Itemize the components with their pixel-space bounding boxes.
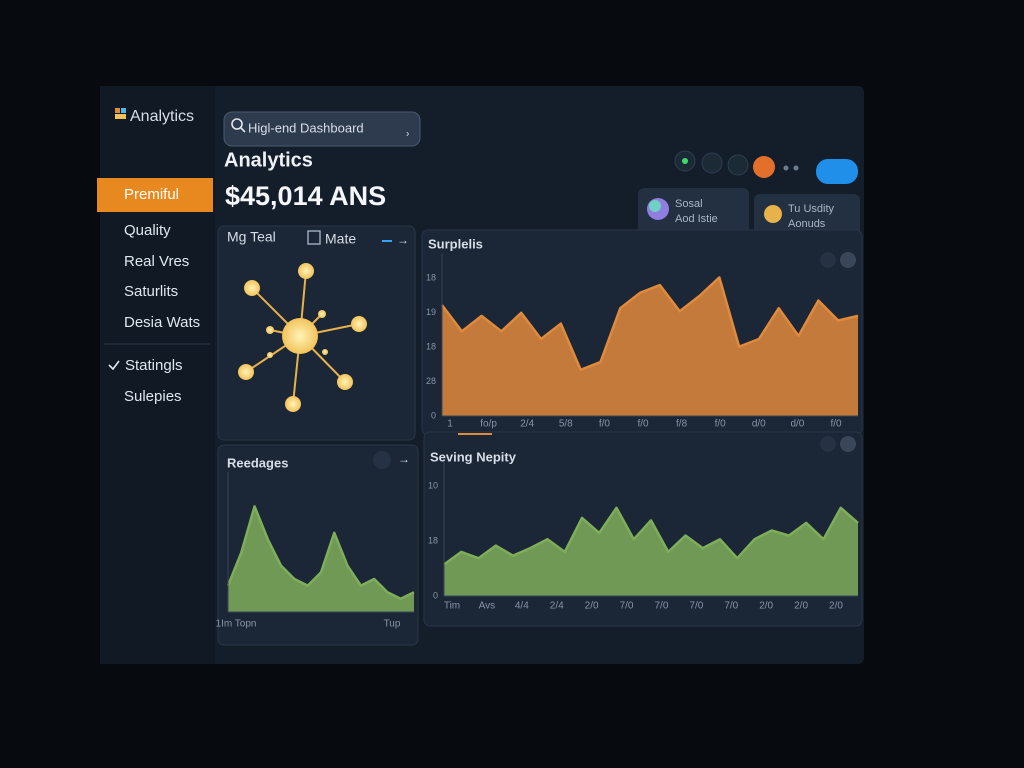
nav-item[interactable]: Real Vres — [124, 253, 189, 270]
y-tick-label: 0 — [431, 410, 436, 420]
x-tick-label: d/0 — [790, 419, 804, 430]
x-tick-label: 7/0 — [620, 601, 634, 612]
chart-title: Reedages — [227, 455, 288, 470]
amount: $45,014 ANS — [225, 181, 386, 211]
icon[interactable] — [727, 154, 749, 176]
x-tick-label: 2/0 — [794, 601, 808, 612]
x-tick-label: 7/0 — [689, 601, 703, 612]
arrow: → — [397, 233, 409, 247]
x-tick-label: 1Im Topn — [216, 619, 257, 630]
card[interactable] — [638, 188, 749, 233]
line — [443, 506, 859, 566]
icon[interactable] — [820, 252, 836, 268]
y-tick-label: 18 — [426, 341, 436, 351]
search-box[interactable] — [223, 111, 421, 147]
logo — [121, 108, 126, 113]
icon[interactable] — [373, 451, 391, 469]
avatar[interactable] — [753, 156, 775, 178]
x-tick-label: 2/0 — [829, 601, 843, 612]
y-tick-label: 18 — [428, 535, 438, 545]
card-text: Aonuds — [788, 218, 826, 230]
area — [228, 506, 414, 612]
network-nodes — [238, 263, 367, 412]
icon[interactable] — [840, 436, 856, 452]
x-tick-label: fo/p — [480, 419, 497, 430]
card[interactable] — [754, 194, 860, 239]
x-tick-label: 2/0 — [585, 601, 599, 612]
card-text: Aod Istie — [675, 213, 718, 225]
nav-item[interactable]: Premiful — [124, 186, 179, 203]
x-tick-label: 5/8 — [559, 419, 573, 430]
x-tick-label: 7/0 — [724, 601, 738, 612]
y-tick-label: 19 — [426, 307, 436, 317]
x-tick-label: 2/4 — [550, 601, 564, 612]
x-tick-label: f/0 — [637, 419, 649, 430]
logo — [115, 114, 126, 119]
icon[interactable] — [701, 152, 723, 174]
search-text[interactable]: Higl-end Dashboard — [248, 120, 364, 135]
button[interactable] — [816, 159, 858, 184]
card-icon — [764, 205, 782, 223]
y-tick-label: 28 — [426, 376, 436, 386]
x-tick-label: Tup — [384, 619, 401, 630]
active-item[interactable] — [97, 178, 213, 212]
x-tick-label: Avs — [479, 601, 496, 612]
line — [226, 505, 415, 601]
line — [441, 276, 859, 372]
nav-item[interactable]: Sulepies — [124, 388, 182, 405]
checkbox[interactable] — [307, 230, 321, 245]
y-tick-label: 18 — [426, 272, 436, 282]
dot — [793, 165, 799, 171]
x-tick-label: 2/4 — [520, 419, 534, 430]
search-icon — [231, 118, 243, 130]
area — [442, 277, 858, 416]
area — [444, 507, 858, 596]
x-tick-label: Tim — [444, 601, 460, 612]
brand: Analytics — [130, 108, 194, 125]
card-text: Sosal — [675, 198, 703, 210]
nav-item[interactable]: Quality — [124, 222, 171, 239]
chart-title: Seving Nepity — [430, 449, 517, 464]
search-arrow: › — [406, 129, 409, 140]
x-tick-label: 1 — [447, 419, 453, 430]
x-tick-label: f/0 — [830, 419, 842, 430]
panel-title: Mg Teal — [227, 229, 276, 245]
x-tick-label: f/0 — [715, 419, 727, 430]
chart-title: Surplelis — [428, 236, 483, 251]
sidebar — [100, 86, 215, 664]
status-dot — [682, 158, 688, 164]
arrow: → — [398, 452, 410, 466]
logo — [115, 108, 120, 113]
icon[interactable] — [820, 436, 836, 452]
nav-item[interactable]: Desia Wats — [124, 314, 200, 331]
y-tick-label: 10 — [428, 480, 438, 490]
page-title: Analytics — [224, 149, 313, 171]
nav-item[interactable]: Statingls — [125, 357, 183, 374]
nav-item[interactable]: Saturlits — [124, 283, 178, 300]
icon[interactable] — [840, 252, 856, 268]
x-tick-label: f/8 — [676, 419, 688, 430]
x-tick-label: d/0 — [752, 419, 766, 430]
dot — [783, 165, 789, 171]
card-text: Tu Usdity — [788, 203, 835, 215]
x-tick-label: 4/4 — [515, 601, 529, 612]
search-icon — [240, 127, 246, 133]
card-icon — [649, 200, 661, 212]
y-tick-label: 0 — [433, 590, 438, 600]
x-tick-label: f/0 — [599, 419, 611, 430]
x-tick-label: 2/0 — [759, 601, 773, 612]
toggle-label[interactable]: Mate — [325, 231, 356, 247]
check — [108, 360, 120, 371]
x-tick-label: 7/0 — [655, 601, 669, 612]
